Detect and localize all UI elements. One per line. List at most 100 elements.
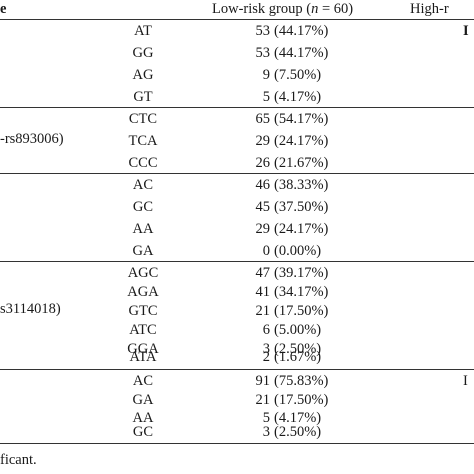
table-row: AGC 47 (39.17%)	[0, 262, 474, 284]
high-risk-fragment: I	[463, 23, 469, 39]
percent-cell: (54.17%)	[274, 111, 329, 127]
table-row: GC 3 (2.50%)	[0, 421, 474, 443]
table-row: AT 53 (44.17%) I	[0, 20, 474, 42]
table-row: TCA 29 (24.17%)	[0, 130, 474, 152]
table-row: GA 0 (0.00%)	[0, 240, 474, 262]
count-cell: 5	[262, 89, 270, 105]
high-risk-fragment: I	[463, 373, 468, 389]
count-cell: 53	[255, 23, 271, 39]
genotype-cell: CCC	[128, 155, 158, 171]
genotype-cell: AT	[134, 23, 152, 39]
first-column-header: e	[0, 1, 7, 17]
count-cell: 3	[262, 341, 270, 357]
group-label: s3114018)	[0, 301, 61, 317]
genotype-cell: GG	[132, 45, 154, 61]
table-row: AG 9 (7.50%)	[0, 64, 474, 86]
table-row: GT 5 (4.17%)	[0, 86, 474, 108]
count-cell: 5	[262, 410, 270, 426]
table-row: AC 91 (75.83%) I	[0, 370, 474, 392]
percent-cell: (17.50%)	[274, 392, 329, 408]
genotype-cell: GGA	[127, 341, 159, 357]
count-cell: 46	[255, 177, 271, 193]
genotype-cell: AC	[132, 177, 154, 193]
low-risk-column-header: Low-risk group (n = 60)	[212, 1, 354, 17]
table-row: AGA 41 (34.17%)	[0, 281, 474, 303]
genotype-cell: AC	[132, 373, 154, 389]
group-divider	[0, 107, 474, 108]
table-row: ATA 2 (1.67%)	[0, 346, 474, 368]
percent-cell: (24.17%)	[274, 221, 329, 237]
table-row: ATC 6 (5.00%)	[0, 319, 474, 341]
count-cell: 29	[255, 133, 271, 149]
percent-cell: (44.17%)	[274, 23, 329, 39]
percent-cell: (7.50%)	[274, 67, 322, 83]
high-risk-column-header: High-r	[410, 1, 449, 17]
table-bottom-rule	[0, 443, 474, 444]
genotype-cell: GTC	[128, 303, 158, 319]
table-row: AC 46 (38.33%)	[0, 174, 474, 196]
genotype-cell: GC	[132, 199, 154, 215]
percent-cell: (21.67%)	[274, 155, 329, 171]
count-cell: 6	[262, 322, 270, 338]
count-cell: 47	[255, 265, 271, 281]
count-cell: 65	[255, 111, 271, 127]
genotype-cell: GA	[132, 243, 154, 259]
table-row: AA 5 (4.17%)	[0, 407, 474, 429]
genotype-cell: ATC	[129, 322, 157, 338]
count-cell: 26	[255, 155, 271, 171]
header-rule	[0, 19, 474, 20]
percent-cell: (39.17%)	[274, 265, 329, 281]
group-label: -rs893006)	[0, 131, 64, 147]
table-row: GTC 21 (17.50%)	[0, 300, 474, 322]
count-cell: 21	[255, 392, 271, 408]
percent-cell: (38.33%)	[274, 177, 329, 193]
count-cell: 2	[262, 349, 270, 365]
count-cell: 45	[255, 199, 271, 215]
percent-cell: (0.00%)	[274, 243, 322, 259]
percent-cell: (17.50%)	[274, 303, 329, 319]
percent-cell: (5.00%)	[274, 322, 322, 338]
table-row: AA 29 (24.17%)	[0, 218, 474, 240]
percent-cell: (2.50%)	[274, 341, 322, 357]
genotype-cell: GA	[132, 392, 154, 408]
percent-cell: (2.50%)	[274, 424, 322, 440]
genotype-cell: GT	[133, 89, 153, 105]
count-cell: 41	[255, 284, 271, 300]
table-row: CCC 26 (21.67%)	[0, 152, 474, 174]
count-cell: 53	[255, 45, 271, 61]
genotype-cell: AGC	[127, 265, 159, 281]
genotype-cell: AA	[132, 221, 154, 237]
group-divider	[0, 173, 474, 174]
genotype-cell: ATA	[129, 349, 157, 365]
table-row: CTC 65 (54.17%)	[0, 108, 474, 130]
count-cell: 29	[255, 221, 271, 237]
genotype-cell: AA	[132, 410, 154, 426]
table-row: GA 21 (17.50%)	[0, 389, 474, 411]
table-row: GG 53 (44.17%)	[0, 42, 474, 64]
genotype-cell: GC	[132, 424, 154, 440]
genotype-cell: TCA	[128, 133, 158, 149]
percent-cell: (34.17%)	[274, 284, 329, 300]
group-divider	[0, 369, 474, 370]
genotype-cell: AGA	[127, 284, 159, 300]
table-header: e Low-risk group (n = 60) High-r	[0, 0, 474, 19]
count-cell: 0	[262, 243, 270, 259]
table-row: GC 45 (37.50%)	[0, 196, 474, 218]
percent-cell: (1.67%)	[274, 349, 322, 365]
table-row: GGA 3 (2.50%)	[0, 338, 474, 360]
count-cell: 9	[262, 67, 270, 83]
percent-cell: (24.17%)	[274, 133, 329, 149]
percent-cell: (37.50%)	[274, 199, 329, 215]
count-cell: 21	[255, 303, 271, 319]
group-divider	[0, 261, 474, 262]
percent-cell: (4.17%)	[274, 410, 322, 426]
footnote: ficant.	[0, 452, 37, 468]
count-cell: 91	[255, 373, 271, 389]
genotype-cell: AG	[132, 67, 154, 83]
percent-cell: (44.17%)	[274, 45, 329, 61]
count-cell: 3	[262, 424, 270, 440]
genotype-cell: CTC	[128, 111, 158, 127]
percent-cell: (75.83%)	[274, 373, 329, 389]
percent-cell: (4.17%)	[274, 89, 322, 105]
